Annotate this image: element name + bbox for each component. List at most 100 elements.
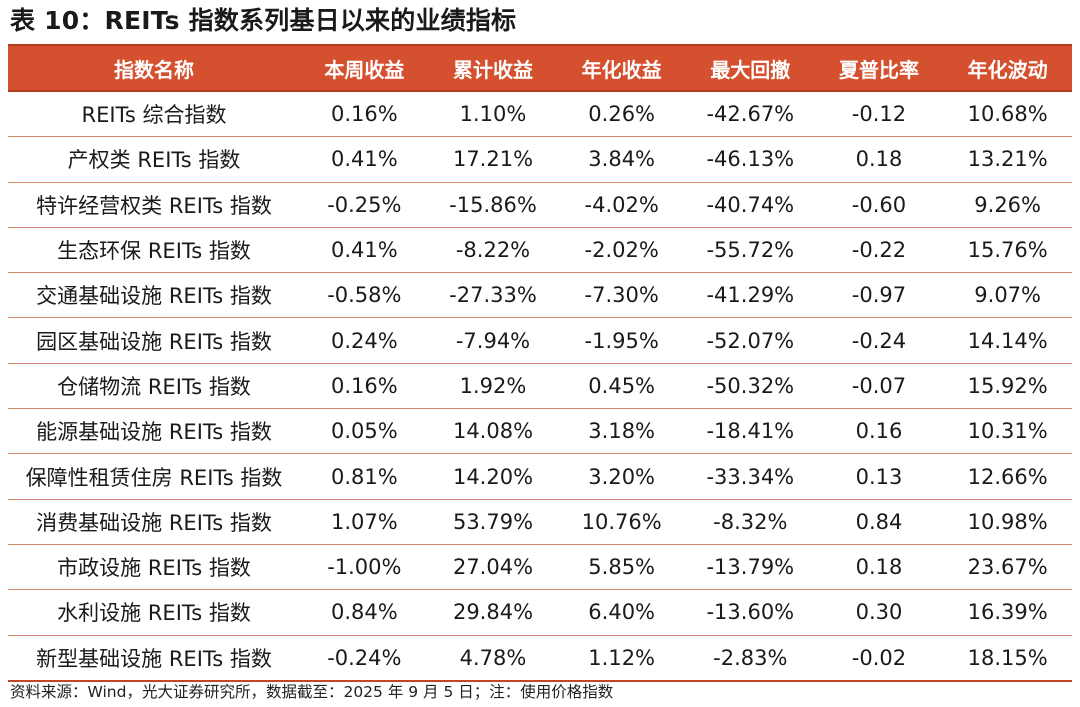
value-cell: -50.32% <box>685 363 815 410</box>
value-cell: 6.40% <box>557 589 686 636</box>
value-cell: -18.41% <box>685 408 815 455</box>
value-cell: 15.92% <box>943 363 1072 410</box>
value-cell: -0.97 <box>814 272 944 319</box>
value-cell: 1.07% <box>300 499 429 545</box>
value-cell: 10.68% <box>943 91 1072 138</box>
value-cell: -0.07 <box>814 363 944 410</box>
value-cell: 13.21% <box>943 136 1072 183</box>
table-row: 消费基础设施 REITs 指数 1.07% 53.79% 10.76% -8.32% 0.… <box>8 499 1072 545</box>
value-cell: -0.02 <box>814 635 944 682</box>
column-header: 夏普比率 <box>814 44 944 92</box>
value-cell: -2.02% <box>557 227 686 274</box>
table-title: 表 10：REITs 指数系列基日以来的业绩指标 <box>10 6 517 35</box>
index-name-cell: 新型基础设施 REITs 指数 <box>8 635 301 682</box>
value-cell: 0.05% <box>300 408 429 455</box>
index-name-cell: 保障性租赁住房 REITs 指数 <box>8 453 301 500</box>
column-header: 最大回撤 <box>685 44 815 92</box>
value-cell: -0.22 <box>814 227 944 274</box>
table-header-row: 指数名称 本周收益 累计收益 年化收益 最大回撤 夏普比率 年化波动 <box>8 44 1072 92</box>
value-cell: 1.92% <box>428 363 558 410</box>
value-cell: 14.20% <box>428 453 558 500</box>
value-cell: 0.84% <box>300 589 429 636</box>
value-cell: 9.26% <box>943 182 1072 228</box>
index-name-cell: 产权类 REITs 指数 <box>8 136 301 183</box>
value-cell: -1.00% <box>300 544 429 591</box>
value-cell: -0.60 <box>814 182 944 228</box>
column-header: 年化波动 <box>943 44 1072 92</box>
value-cell: 0.26% <box>557 91 686 138</box>
value-cell: 0.13 <box>814 453 944 500</box>
value-cell: -2.83% <box>685 635 815 682</box>
value-cell: -7.94% <box>428 317 558 364</box>
table-row: 园区基础设施 REITs 指数 0.24% -7.94% -1.95% -52.07% -… <box>8 317 1072 364</box>
value-cell: 14.08% <box>428 408 558 455</box>
value-cell: 0.84 <box>814 499 944 545</box>
value-cell: 14.14% <box>943 317 1072 364</box>
value-cell: 0.16% <box>300 363 429 410</box>
value-cell: -0.25% <box>300 182 429 228</box>
value-cell: -13.60% <box>685 589 815 636</box>
value-cell: -13.79% <box>685 544 815 591</box>
value-cell: -0.12 <box>814 91 944 138</box>
value-cell: 1.12% <box>557 635 686 682</box>
value-cell: 5.85% <box>557 544 686 591</box>
value-cell: -0.24 <box>814 317 944 364</box>
value-cell: -15.86% <box>428 182 558 228</box>
value-cell: -41.29% <box>685 272 815 319</box>
index-name-cell: 能源基础设施 REITs 指数 <box>8 408 301 455</box>
value-cell: 23.67% <box>943 544 1072 591</box>
table-row: 保障性租赁住房 REITs 指数 0.81% 14.20% 3.20% -33.34% 0… <box>8 453 1072 500</box>
index-name-cell: 仓储物流 REITs 指数 <box>8 363 301 410</box>
column-header: 指数名称 <box>8 44 301 92</box>
value-cell: 53.79% <box>428 499 558 545</box>
column-header: 本周收益 <box>300 44 429 92</box>
value-cell: 3.84% <box>557 136 686 183</box>
table-row: 水利设施 REITs 指数 0.84% 29.84% 6.40% -13.60% 0.30… <box>8 589 1072 636</box>
value-cell: 0.18 <box>814 544 944 591</box>
table-row: 产权类 REITs 指数 0.41% 17.21% 3.84% -46.13% 0.18 1… <box>8 136 1072 183</box>
value-cell: -46.13% <box>685 136 815 183</box>
value-cell: 0.16% <box>300 91 429 138</box>
value-cell: 18.15% <box>943 635 1072 682</box>
table-row: 特许经营权类 REITs 指数 -0.25% -15.86% -4.02% -40.74… <box>8 182 1072 228</box>
index-name-cell: 消费基础设施 REITs 指数 <box>8 499 301 545</box>
value-cell: 10.31% <box>943 408 1072 455</box>
value-cell: -52.07% <box>685 317 815 364</box>
value-cell: -55.72% <box>685 227 815 274</box>
index-name-cell: 特许经营权类 REITs 指数 <box>8 182 301 228</box>
value-cell: 1.10% <box>428 91 558 138</box>
column-header: 年化收益 <box>557 44 686 92</box>
value-cell: 0.18 <box>814 136 944 183</box>
index-name-cell: 生态环保 REITs 指数 <box>8 227 301 274</box>
value-cell: -40.74% <box>685 182 815 228</box>
table-row: 市政设施 REITs 指数 -1.00% 27.04% 5.85% -13.79% 0.1… <box>8 544 1072 591</box>
value-cell: 17.21% <box>428 136 558 183</box>
value-cell: -8.32% <box>685 499 815 545</box>
value-cell: -42.67% <box>685 91 815 138</box>
table-row: 新型基础设施 REITs 指数 -0.24% 4.78% 1.12% -2.83% -0.… <box>8 635 1072 682</box>
column-header: 累计收益 <box>428 44 558 92</box>
value-cell: -4.02% <box>557 182 686 228</box>
value-cell: 0.16 <box>814 408 944 455</box>
value-cell: 29.84% <box>428 589 558 636</box>
value-cell: 12.66% <box>943 453 1072 500</box>
value-cell: 0.81% <box>300 453 429 500</box>
value-cell: 0.41% <box>300 136 429 183</box>
reits-performance-table: 指数名称 本周收益 累计收益 年化收益 最大回撤 夏普比率 年化波动 REITs 综合指数 0… <box>8 44 1072 682</box>
value-cell: 9.07% <box>943 272 1072 319</box>
value-cell: 27.04% <box>428 544 558 591</box>
value-cell: -33.34% <box>685 453 815 500</box>
value-cell: 10.98% <box>943 499 1072 545</box>
value-cell: 3.20% <box>557 453 686 500</box>
index-name-cell: 交通基础设施 REITs 指数 <box>8 272 301 319</box>
table-row: 能源基础设施 REITs 指数 0.05% 14.08% 3.18% -18.41% 0.… <box>8 408 1072 455</box>
value-cell: -1.95% <box>557 317 686 364</box>
table-row: REITs 综合指数 0.16% 1.10% 0.26% -42.67% -0.12 10.… <box>8 91 1072 138</box>
value-cell: 0.30 <box>814 589 944 636</box>
value-cell: 0.41% <box>300 227 429 274</box>
value-cell: -0.58% <box>300 272 429 319</box>
value-cell: -27.33% <box>428 272 558 319</box>
value-cell: -8.22% <box>428 227 558 274</box>
value-cell: 3.18% <box>557 408 686 455</box>
index-name-cell: 市政设施 REITs 指数 <box>8 544 301 591</box>
